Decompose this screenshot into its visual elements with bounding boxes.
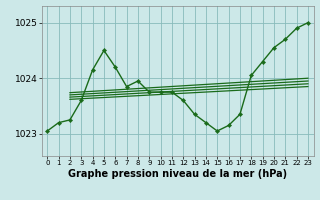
X-axis label: Graphe pression niveau de la mer (hPa): Graphe pression niveau de la mer (hPa) bbox=[68, 169, 287, 179]
